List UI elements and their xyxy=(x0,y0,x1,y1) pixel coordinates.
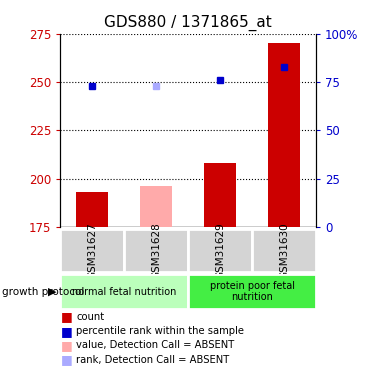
Text: ■: ■ xyxy=(60,310,72,323)
Bar xyxy=(124,229,188,272)
Text: GSM31627: GSM31627 xyxy=(87,222,98,279)
Bar xyxy=(204,163,236,227)
Text: GSM31629: GSM31629 xyxy=(215,222,225,279)
Bar xyxy=(252,229,316,272)
Text: GSM31630: GSM31630 xyxy=(279,222,289,279)
Text: ■: ■ xyxy=(60,325,72,338)
Text: growth protocol: growth protocol xyxy=(2,286,84,297)
Bar xyxy=(60,229,124,272)
Bar xyxy=(188,274,316,309)
Text: ■: ■ xyxy=(60,339,72,352)
Bar xyxy=(188,229,252,272)
Text: GSM31628: GSM31628 xyxy=(151,222,161,279)
Bar xyxy=(140,186,172,227)
Text: normal fetal nutrition: normal fetal nutrition xyxy=(72,286,177,297)
Title: GDS880 / 1371865_at: GDS880 / 1371865_at xyxy=(104,15,272,31)
Text: ■: ■ xyxy=(60,353,72,366)
Text: value, Detection Call = ABSENT: value, Detection Call = ABSENT xyxy=(76,340,234,350)
Text: rank, Detection Call = ABSENT: rank, Detection Call = ABSENT xyxy=(76,355,229,364)
Text: percentile rank within the sample: percentile rank within the sample xyxy=(76,326,244,336)
Bar xyxy=(268,44,300,227)
Text: count: count xyxy=(76,312,104,322)
Bar xyxy=(60,274,188,309)
Bar xyxy=(76,192,108,227)
Text: ▶: ▶ xyxy=(48,286,56,297)
Text: protein poor fetal
nutrition: protein poor fetal nutrition xyxy=(209,281,294,302)
